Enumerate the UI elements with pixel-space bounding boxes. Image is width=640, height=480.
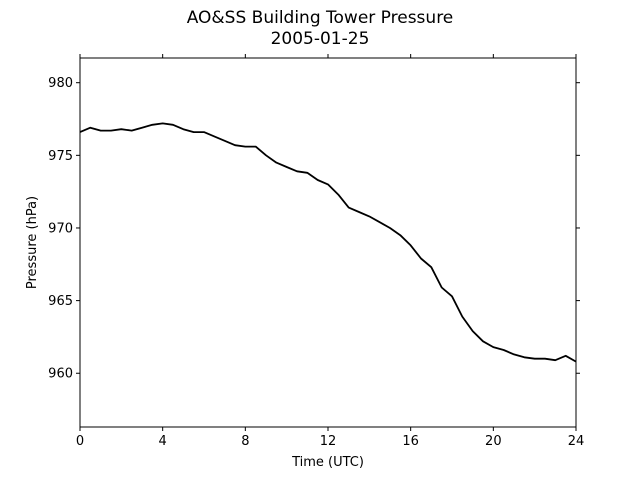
series-layer: [79, 122, 577, 363]
x-tick-label: 0: [76, 434, 84, 449]
y-axis: 960 965 970 975 980: [48, 76, 580, 382]
y-tick-label: 975: [48, 149, 73, 164]
x-tick-label: 16: [402, 434, 419, 449]
chart-title: AO&SS Building Tower Pressure: [186, 8, 454, 28]
y-tick-label: 980: [48, 76, 73, 91]
y-tick-label: 960: [48, 367, 73, 382]
x-tick-label: 12: [320, 434, 337, 449]
y-tick-label: 965: [48, 294, 73, 309]
x-tick-label: 20: [485, 434, 502, 449]
y-axis-label: Pressure (hPa): [25, 196, 40, 289]
y-tick-label: 970: [48, 221, 73, 236]
x-axis: 0 4 8 12 16 20 24: [76, 54, 584, 449]
x-tick-label: 4: [159, 434, 167, 449]
x-axis-label: Time (UTC): [291, 455, 364, 470]
series-line-pressure: [79, 122, 577, 363]
plot-frame: [79, 57, 577, 428]
x-tick-label: 8: [241, 434, 249, 449]
x-tick-label: 24: [568, 434, 585, 449]
chart-subtitle: 2005-01-25: [270, 29, 370, 49]
